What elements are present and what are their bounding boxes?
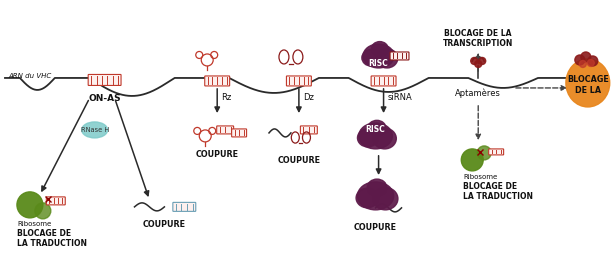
FancyBboxPatch shape <box>88 74 121 85</box>
FancyBboxPatch shape <box>173 202 196 211</box>
FancyBboxPatch shape <box>489 149 503 155</box>
Text: Rz: Rz <box>221 93 231 102</box>
Circle shape <box>580 60 586 68</box>
Text: BLOCAGE
DE LA: BLOCAGE DE LA <box>567 75 608 95</box>
Circle shape <box>479 57 486 65</box>
Ellipse shape <box>357 129 378 147</box>
Circle shape <box>588 59 594 67</box>
FancyBboxPatch shape <box>204 76 230 86</box>
Circle shape <box>575 55 585 65</box>
Ellipse shape <box>363 44 394 68</box>
Text: BLOCAGE DE
LA TRADUCTION: BLOCAGE DE LA TRADUCTION <box>17 229 87 248</box>
Text: BLOCAGE DE LA
TRANSCRIPTION: BLOCAGE DE LA TRANSCRIPTION <box>443 28 513 48</box>
Circle shape <box>35 203 51 219</box>
Text: RISC: RISC <box>366 125 386 134</box>
FancyBboxPatch shape <box>300 126 317 134</box>
Ellipse shape <box>566 59 610 107</box>
Circle shape <box>588 56 598 66</box>
Ellipse shape <box>368 120 386 136</box>
Text: Aptamères: Aptamères <box>456 88 501 98</box>
Circle shape <box>461 149 483 171</box>
Circle shape <box>17 192 43 218</box>
Text: Ribosome: Ribosome <box>17 221 51 227</box>
Ellipse shape <box>362 49 381 66</box>
FancyBboxPatch shape <box>231 129 247 137</box>
FancyBboxPatch shape <box>217 126 234 134</box>
Ellipse shape <box>357 182 394 210</box>
Ellipse shape <box>373 187 398 210</box>
Text: COUPURE: COUPURE <box>278 156 321 165</box>
Text: COUPURE: COUPURE <box>143 220 186 229</box>
Text: ON-AS: ON-AS <box>88 94 121 103</box>
Text: COUPURE: COUPURE <box>196 150 239 159</box>
Text: BLOCAGE DE
LA TRADUCTION: BLOCAGE DE LA TRADUCTION <box>464 182 534 201</box>
Text: Ribosome: Ribosome <box>464 174 497 180</box>
Circle shape <box>471 57 478 65</box>
Text: Dz: Dz <box>303 93 314 102</box>
Ellipse shape <box>371 42 388 56</box>
FancyBboxPatch shape <box>46 197 65 205</box>
Text: COUPURE: COUPURE <box>354 223 397 232</box>
Ellipse shape <box>82 122 107 138</box>
FancyBboxPatch shape <box>390 52 409 60</box>
Text: siRNA: siRNA <box>387 93 413 102</box>
Circle shape <box>477 146 491 160</box>
Text: ARN du VHC: ARN du VHC <box>8 73 51 79</box>
FancyBboxPatch shape <box>287 76 311 86</box>
Circle shape <box>581 52 591 62</box>
Ellipse shape <box>359 123 392 149</box>
Text: RISC: RISC <box>369 59 389 69</box>
Text: RNase H: RNase H <box>80 127 109 133</box>
FancyBboxPatch shape <box>371 76 396 86</box>
Ellipse shape <box>373 128 396 149</box>
Ellipse shape <box>367 179 387 196</box>
Ellipse shape <box>356 188 378 208</box>
Circle shape <box>475 60 482 68</box>
Ellipse shape <box>376 49 398 68</box>
